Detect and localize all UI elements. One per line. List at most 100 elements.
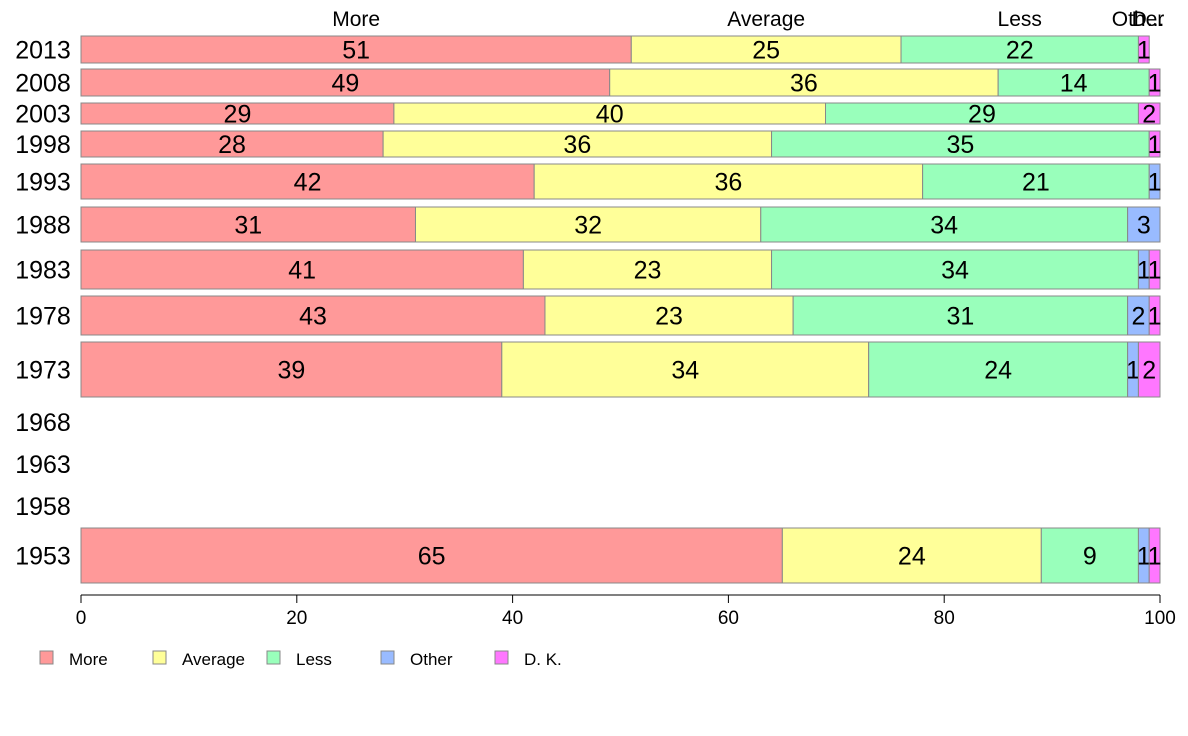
value-label-1953: 65 (418, 543, 446, 571)
x-tick-label-60: 60 (718, 608, 739, 629)
value-label-1993: 1 (1148, 169, 1162, 197)
bar-1988-other (1127, 206, 1161, 243)
bar-1978-more (80, 295, 546, 336)
bar-1973-less (868, 341, 1129, 398)
value-label-1993: 36 (714, 169, 742, 197)
value-label-1978: 2 (1131, 303, 1145, 331)
bar-1953-d-k (1148, 527, 1161, 584)
value-label-1978: 1 (1148, 303, 1162, 331)
year-label-1993: 1993 (15, 169, 71, 197)
legend-label-more: More (69, 650, 108, 669)
value-label-2003: 29 (224, 101, 252, 129)
value-label-1998: 36 (563, 131, 591, 159)
legend-label-less: Less (296, 650, 332, 669)
year-label-1988: 1988 (15, 212, 71, 240)
bar-1953-average (781, 527, 1042, 584)
bar-1988-more (80, 206, 416, 243)
bar-1983-more (80, 249, 524, 290)
value-label-1998: 1 (1148, 131, 1162, 159)
value-label-1993: 42 (294, 169, 322, 197)
bar-1978-d-k (1148, 295, 1161, 336)
bar-1993-other (1148, 163, 1161, 200)
legend-swatch-less (266, 650, 281, 665)
bar-2008-d-k (1148, 68, 1161, 97)
bar-1988-average (414, 206, 762, 243)
value-label-1953: 1 (1137, 543, 1151, 571)
value-label-1978: 31 (946, 303, 974, 331)
value-label-1953: 9 (1083, 543, 1097, 571)
bar-1973-average (501, 341, 870, 398)
bar-1973-more (80, 341, 503, 398)
bar-1988-less (760, 206, 1129, 243)
value-label-2013: 22 (1006, 37, 1034, 65)
value-label-1973: 34 (671, 357, 699, 385)
column-header-more: More (332, 8, 380, 31)
legend-swatch-d-k (494, 650, 509, 665)
value-label-1983: 23 (634, 257, 662, 285)
legend-swatch-average (152, 650, 167, 665)
x-tick-label-80: 80 (934, 608, 955, 629)
year-label-1978: 1978 (15, 303, 71, 331)
year-label-2008: 2008 (15, 70, 71, 98)
year-label-1958: 1958 (15, 493, 71, 521)
value-label-1983: 1 (1148, 257, 1162, 285)
bar-1983-average (522, 249, 773, 290)
value-label-1978: 23 (655, 303, 683, 331)
value-label-2013: 1 (1137, 37, 1151, 65)
value-label-2008: 14 (1060, 70, 1088, 98)
bar-1993-less (922, 163, 1150, 200)
legend-label-other: Other (410, 650, 453, 669)
column-header-other: Other (1112, 8, 1165, 31)
x-tick-label-40: 40 (502, 608, 523, 629)
year-label-2003: 2003 (15, 101, 71, 129)
bar-1953-more (80, 527, 783, 584)
year-label-1963: 1963 (15, 451, 71, 479)
value-label-1988: 34 (930, 212, 958, 240)
legend-label-d-k: D. K. (524, 650, 562, 669)
value-label-1973: 39 (277, 357, 305, 385)
bar-1998-less (771, 130, 1150, 158)
year-label-1983: 1983 (15, 257, 71, 285)
value-label-2013: 51 (342, 37, 370, 65)
bar-1998-d-k (1148, 130, 1161, 158)
bar-1978-less (792, 295, 1129, 336)
year-label-1973: 1973 (15, 357, 71, 385)
bar-2008-average (609, 68, 999, 97)
bar-1993-more (80, 163, 535, 200)
value-label-1988: 32 (574, 212, 602, 240)
value-label-1973: 2 (1142, 357, 1156, 385)
bar-2003-d-k (1137, 102, 1161, 125)
value-label-1953: 1 (1148, 543, 1162, 571)
value-label-2003: 40 (596, 101, 624, 129)
value-label-2008: 49 (331, 70, 359, 98)
value-label-2013: 25 (752, 37, 780, 65)
legend-label-average: Average (182, 650, 245, 669)
legend-swatch-other (380, 650, 395, 665)
bar-2013-average (630, 35, 902, 64)
year-label-1953: 1953 (15, 543, 71, 571)
column-header-less: Less (998, 8, 1042, 31)
value-label-1988: 3 (1137, 212, 1151, 240)
bar-1993-average (533, 163, 924, 200)
column-header-average: Average (727, 8, 805, 31)
value-label-1973: 1 (1126, 357, 1140, 385)
legend-swatch-more (39, 650, 54, 665)
value-label-1978: 43 (299, 303, 327, 331)
year-label-1968: 1968 (15, 409, 71, 437)
year-label-1998: 1998 (15, 131, 71, 159)
x-tick-label-0: 0 (76, 608, 87, 629)
bar-1983-d-k (1148, 249, 1161, 290)
value-label-1998: 28 (218, 131, 246, 159)
value-label-1993: 21 (1022, 169, 1050, 197)
bar-1973-d-k (1137, 341, 1161, 398)
bar-2013-d-k (1137, 35, 1150, 64)
value-label-1973: 24 (984, 357, 1012, 385)
value-label-1988: 31 (234, 212, 262, 240)
value-label-2003: 2 (1142, 101, 1156, 129)
value-label-1953: 24 (898, 543, 926, 571)
bar-2008-more (80, 68, 611, 97)
value-label-1983: 34 (941, 257, 969, 285)
bar-1978-average (544, 295, 794, 336)
value-label-1998: 35 (946, 131, 974, 159)
